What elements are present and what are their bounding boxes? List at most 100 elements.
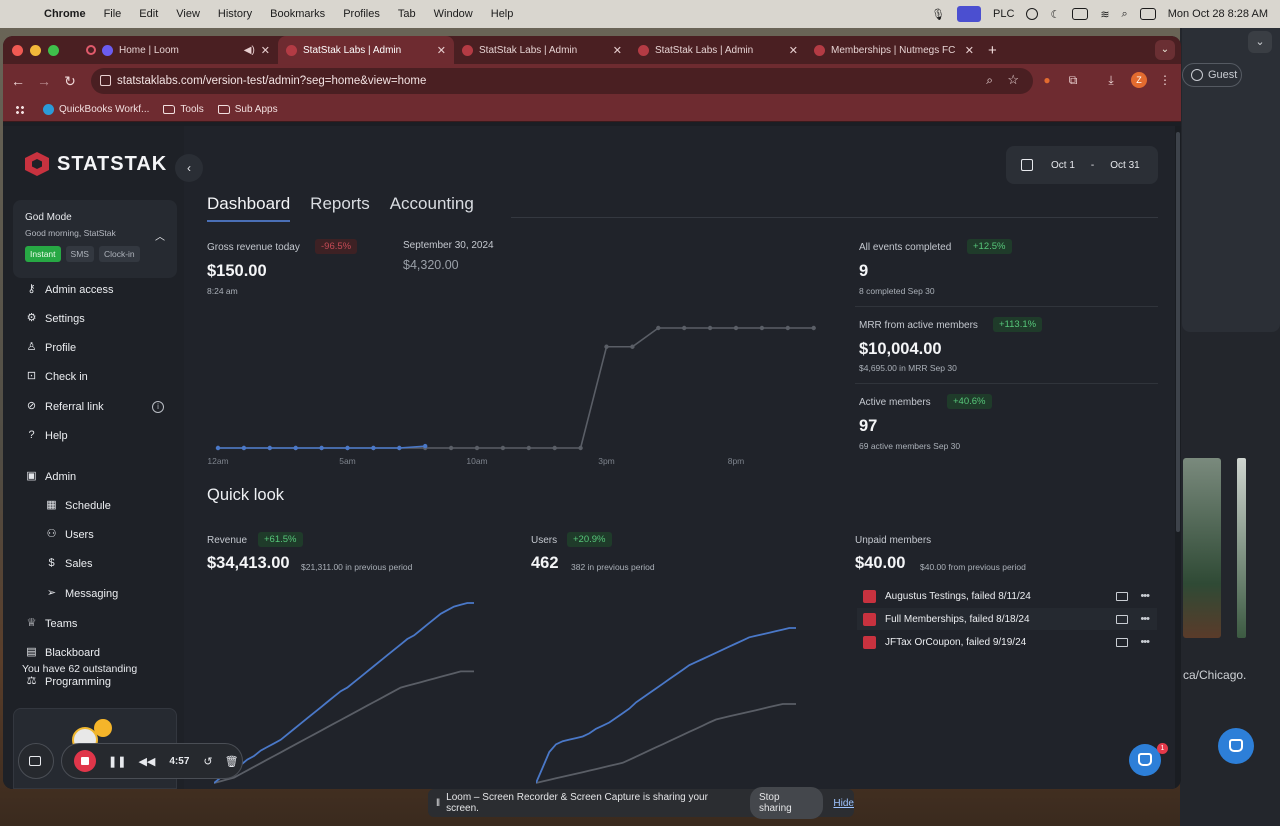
sidebar-item-profile[interactable]: ♙ Profile <box>25 341 77 354</box>
loom-stop-button[interactable] <box>74 750 96 772</box>
sidebar-item-admin-access[interactable]: ⚷ Admin access <box>25 283 113 296</box>
pause-icon[interactable]: ❚❚ <box>108 755 127 768</box>
tab-statstak-admin[interactable]: StatStak Labs | Admin ✕ <box>630 36 806 64</box>
menubar-clock[interactable]: Mon Oct 28 8:28 AM <box>1167 8 1268 20</box>
site-settings-icon[interactable] <box>100 75 111 86</box>
close-icon[interactable]: ✕ <box>788 44 798 57</box>
unpaid-member-row[interactable]: Augustus Testings, failed 8/11/24 ••• <box>857 585 1157 607</box>
forward-icon[interactable]: → <box>37 73 51 89</box>
wifi-icon[interactable]: ≋ <box>1100 8 1110 21</box>
menu-profiles[interactable]: Profiles <box>343 8 380 20</box>
download-icon[interactable]: ⤓ <box>1108 73 1114 87</box>
sidebar-item-admin[interactable]: ▣ Admin <box>25 470 76 483</box>
more-icon[interactable]: ••• <box>1140 590 1150 602</box>
info-icon[interactable]: i <box>152 401 164 413</box>
scrollbar-thumb[interactable] <box>1176 132 1180 532</box>
chip-instant[interactable]: Instant <box>25 246 61 262</box>
date-to[interactable]: Oct 31 <box>1110 159 1140 171</box>
menu-window[interactable]: Window <box>433 8 473 20</box>
unpaid-member-row[interactable]: JFTax OrCoupon, failed 9/19/24 ••• <box>857 631 1157 653</box>
bookmark-tools[interactable]: Tools <box>163 104 204 115</box>
sidebar-item-schedule[interactable]: ▦ Schedule <box>45 499 111 512</box>
close-window-button[interactable] <box>12 44 23 56</box>
hide-sharing-link[interactable]: Hide <box>833 797 854 809</box>
tab-search-chevron-icon[interactable]: ⌄ <box>1155 40 1175 60</box>
menu-bookmarks[interactable]: Bookmarks <box>270 8 326 20</box>
bookmark-quickbooks[interactable]: QuickBooks Workf... <box>43 104 149 115</box>
sidebar-item-sales[interactable]: $ Sales <box>45 557 92 570</box>
chevron-up-icon[interactable]: ︿ <box>155 232 165 243</box>
tab-accounting[interactable]: Accounting <box>389 194 474 213</box>
sidebar-item-blackboard[interactable]: ▤ Blackboard <box>25 646 100 659</box>
search-icon[interactable]: ⌕ <box>1121 7 1128 20</box>
close-icon[interactable]: ✕ <box>260 44 270 57</box>
menu-view[interactable]: View <box>176 8 200 20</box>
more-icon[interactable]: ••• <box>1140 613 1150 625</box>
date-range-picker[interactable]: Oct 1 - Oct 31 <box>1006 146 1158 184</box>
stop-sharing-button[interactable]: Stop sharing <box>749 787 824 819</box>
menu-app[interactable]: Chrome <box>44 8 86 20</box>
battery-icon[interactable] <box>1072 8 1089 20</box>
new-tab-button[interactable]: + <box>988 41 997 59</box>
profile-avatar[interactable]: Z <box>1131 72 1147 88</box>
sidebar-item-messaging[interactable]: ➢ Messaging <box>45 587 118 600</box>
mail-icon[interactable] <box>1116 637 1129 647</box>
restart-icon[interactable]: ↺ <box>203 755 213 768</box>
tab-reports[interactable]: Reports <box>310 194 370 213</box>
tab-dashboard[interactable]: Dashboard <box>207 194 291 222</box>
menu-tab[interactable]: Tab <box>397 8 416 20</box>
url-text[interactable]: statstaklabs.com/version-test/admin?seg=… <box>117 75 427 87</box>
minimize-window-button[interactable] <box>30 44 41 56</box>
control-center-icon[interactable] <box>1139 8 1156 20</box>
apps-grid-icon[interactable] <box>15 104 25 115</box>
tab-memberships[interactable]: Memberships | Nutmegs FC ✕ <box>806 36 982 64</box>
close-icon[interactable]: ✕ <box>964 44 974 57</box>
bookmark-star-icon[interactable]: ☆ <box>1007 72 1019 87</box>
collapse-sidebar-button[interactable]: ‹ <box>175 154 203 182</box>
date-from[interactable]: Oct 1 <box>1051 159 1075 171</box>
rewind-icon[interactable]: ◀◀ <box>138 755 156 768</box>
tab-statstak-admin[interactable]: StatStak Labs | Admin ✕ <box>454 36 630 64</box>
sidebar-item-help[interactable]: ? Help <box>25 429 67 442</box>
menu-file[interactable]: File <box>103 8 122 20</box>
support-chat-button[interactable] <box>1218 728 1254 764</box>
unpaid-member-row[interactable]: Full Memberships, failed 8/18/24 ••• <box>857 608 1157 630</box>
sidebar-item-check-in[interactable]: ⊡ Check in <box>25 370 88 383</box>
sidebar-item-programming[interactable]: ⚖ Programming <box>25 675 111 688</box>
brand-logo[interactable]: STATSTAK <box>25 152 167 176</box>
bookmark-sub-apps[interactable]: Sub Apps <box>217 104 278 115</box>
menu-history[interactable]: History <box>217 8 253 20</box>
close-icon[interactable]: ✕ <box>612 44 622 57</box>
speaker-icon[interactable]: ◀) <box>243 44 255 56</box>
chevron-down-icon[interactable]: ⌄ <box>1248 31 1272 53</box>
menu-edit[interactable]: Edit <box>139 8 159 20</box>
sidebar-item-users[interactable]: ⚇ Users <box>45 528 94 541</box>
loom-camera-button[interactable] <box>18 743 54 779</box>
moon-icon[interactable]: ☾ <box>1050 8 1061 21</box>
play-icon[interactable] <box>1026 8 1039 20</box>
sidebar-item-teams[interactable]: ♕ Teams <box>25 617 78 630</box>
more-icon[interactable]: ••• <box>1140 636 1150 648</box>
sidebar-item-referral-link[interactable]: ⊘ Referral link <box>25 400 104 413</box>
screen-share-icon[interactable] <box>957 6 982 22</box>
god-mode-card[interactable]: God Mode Good morning, StatStak ︿ Instan… <box>13 200 177 278</box>
microphone-icon[interactable]: 🎙 <box>931 8 946 21</box>
kebab-menu-icon[interactable]: ⋮ <box>1159 73 1171 87</box>
back-icon[interactable]: ← <box>11 73 25 89</box>
close-icon[interactable]: ✕ <box>436 44 446 57</box>
maximize-window-button[interactable] <box>48 44 59 56</box>
chip-sms[interactable]: SMS <box>65 246 94 262</box>
zoom-icon[interactable]: ⌕ <box>986 73 993 87</box>
mail-icon[interactable] <box>1116 591 1129 601</box>
chat-button[interactable] <box>1129 744 1161 776</box>
extension-icon[interactable]: ● <box>1043 73 1051 87</box>
puzzle-icon[interactable]: ⧉ <box>1068 73 1078 87</box>
chip-clock-in[interactable]: Clock-in <box>98 246 140 262</box>
guest-profile-button[interactable]: Guest <box>1182 63 1242 87</box>
menu-help[interactable]: Help <box>490 8 514 20</box>
plc-status[interactable]: PLC <box>993 8 1015 20</box>
sidebar-item-settings[interactable]: ⚙ Settings <box>25 312 85 325</box>
reload-icon[interactable]: ↻ <box>64 72 76 89</box>
trash-icon[interactable]: 🗑 <box>224 755 239 768</box>
url-bar[interactable]: statstaklabs.com/version-test/admin?seg=… <box>91 68 1033 94</box>
